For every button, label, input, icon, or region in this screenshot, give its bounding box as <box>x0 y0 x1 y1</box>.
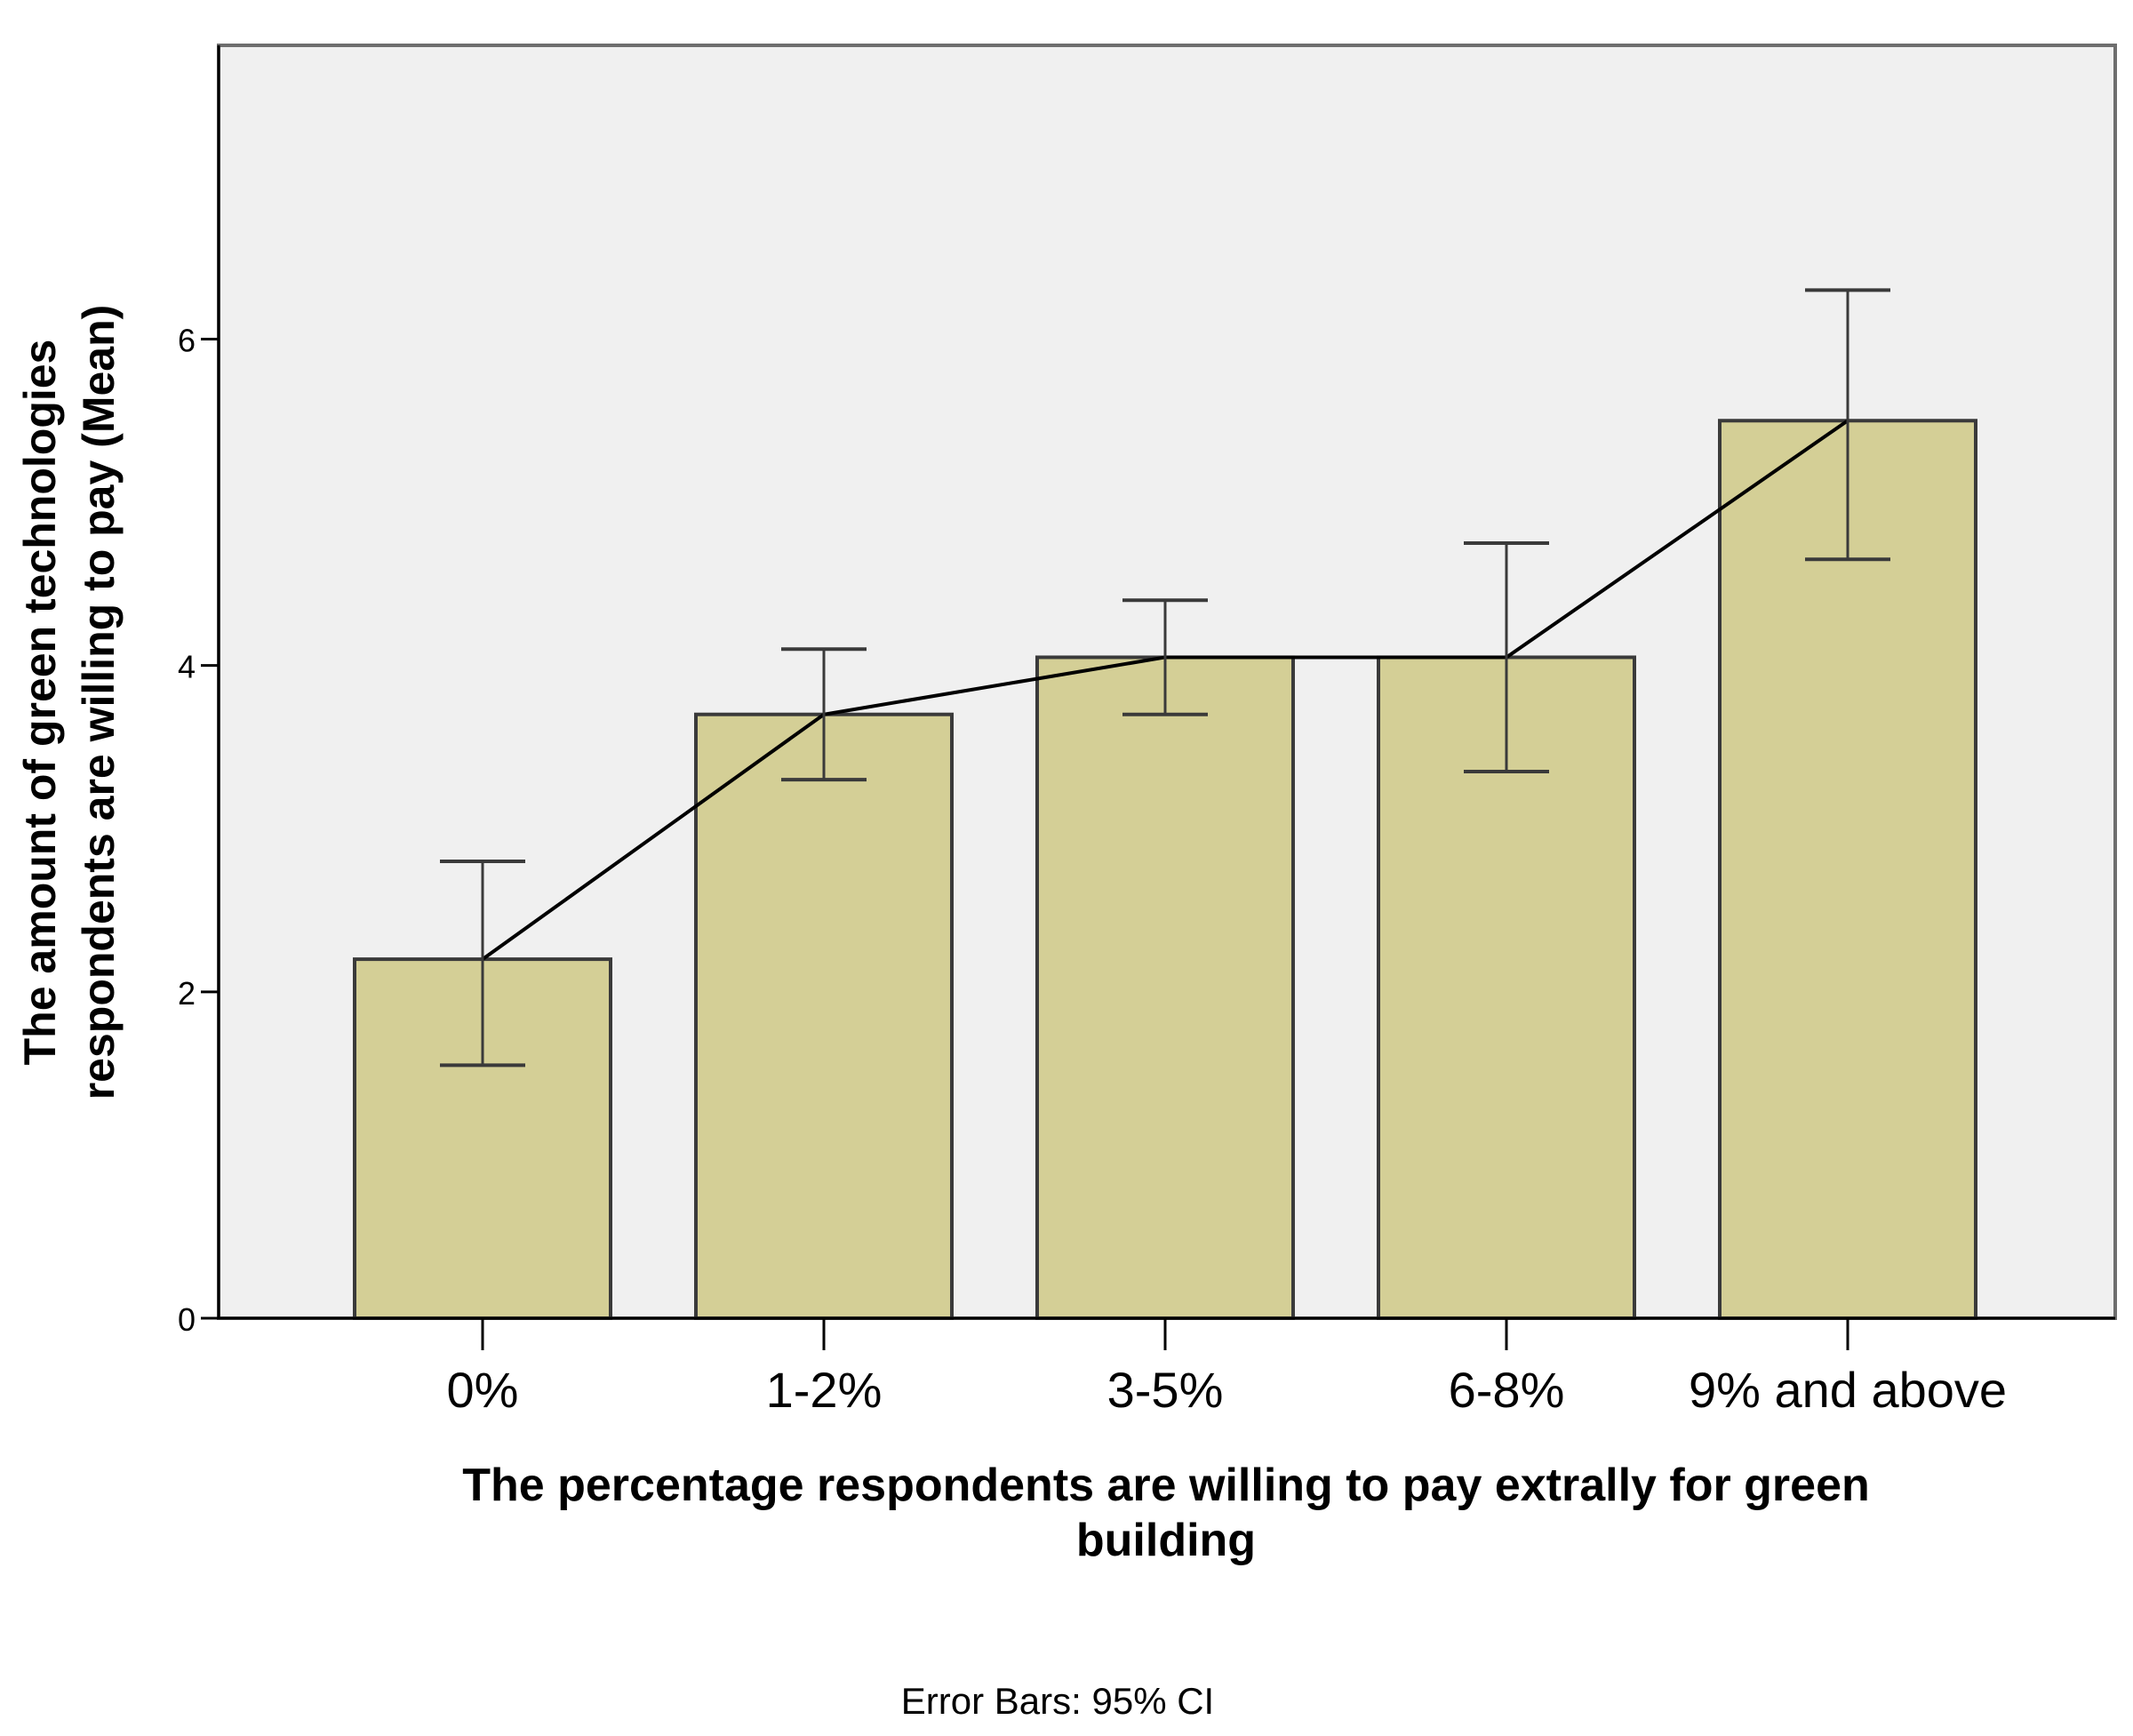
x-tick-label-3: 3-5% <box>1107 1362 1224 1418</box>
x-tick-label-5: 9% and above <box>1689 1362 2007 1418</box>
x-tick-label-4: 6-8% <box>1449 1362 1565 1418</box>
bar-2 <box>694 712 954 1320</box>
x-tick-label-2: 1-2% <box>766 1362 883 1418</box>
error-bar-note: Error Bars: 95% CI <box>901 1680 1214 1722</box>
x-axis-title-line-1: The percentage respondents are willing t… <box>462 1460 1870 1511</box>
x-axis-title-line-2: building <box>1076 1515 1256 1566</box>
y-tick-label-6: 6 <box>178 322 196 358</box>
y-tick-label-4: 4 <box>178 649 196 685</box>
bar-3 <box>1035 655 1295 1320</box>
y-axis-title-line-2: respondents are willing to pay (Mean) <box>74 305 124 1100</box>
y-tick-label-0: 0 <box>178 1301 196 1338</box>
x-tick-label-1: 0% <box>447 1362 519 1418</box>
y-axis-title-line-1: The amount of green technologies <box>15 340 65 1066</box>
bar-5 <box>1718 419 1977 1320</box>
y-tick-label-2: 2 <box>178 975 196 1012</box>
